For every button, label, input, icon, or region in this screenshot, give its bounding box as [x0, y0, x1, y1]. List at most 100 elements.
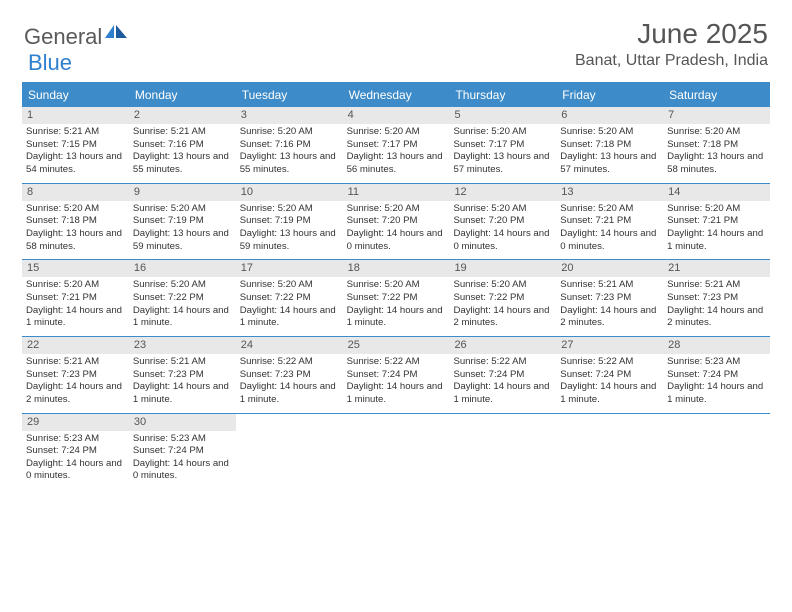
day-details: Sunrise: 5:23 AMSunset: 7:24 PMDaylight:…	[129, 431, 236, 490]
sunrise-text: Sunrise: 5:22 AM	[240, 356, 339, 369]
logo-part2: Blue	[28, 44, 72, 76]
day-number: 16	[129, 260, 236, 277]
day-number: 25	[343, 337, 450, 354]
daylight-text: Daylight: 14 hours and 2 minutes.	[667, 305, 766, 330]
calendar-cell: 19Sunrise: 5:20 AMSunset: 7:22 PMDayligh…	[449, 260, 556, 336]
day-number: 8	[22, 184, 129, 201]
day-header: Thursday	[449, 84, 556, 107]
sunset-text: Sunset: 7:20 PM	[347, 215, 446, 228]
day-details: Sunrise: 5:22 AMSunset: 7:24 PMDaylight:…	[343, 354, 450, 413]
daylight-text: Daylight: 14 hours and 1 minute.	[240, 305, 339, 330]
sunset-text: Sunset: 7:22 PM	[347, 292, 446, 305]
day-details: Sunrise: 5:20 AMSunset: 7:21 PMDaylight:…	[22, 277, 129, 336]
daylight-text: Daylight: 13 hours and 59 minutes.	[133, 228, 232, 253]
sunrise-text: Sunrise: 5:23 AM	[133, 433, 232, 446]
calendar-cell	[236, 414, 343, 490]
daylight-text: Daylight: 14 hours and 1 minute.	[240, 381, 339, 406]
calendar-week: 22Sunrise: 5:21 AMSunset: 7:23 PMDayligh…	[22, 337, 770, 414]
sunset-text: Sunset: 7:23 PM	[26, 369, 125, 382]
sunset-text: Sunset: 7:23 PM	[133, 369, 232, 382]
sunrise-text: Sunrise: 5:20 AM	[240, 203, 339, 216]
daylight-text: Daylight: 14 hours and 1 minute.	[347, 305, 446, 330]
calendar-cell: 14Sunrise: 5:20 AMSunset: 7:21 PMDayligh…	[663, 184, 770, 260]
sunrise-text: Sunrise: 5:20 AM	[26, 279, 125, 292]
daylight-text: Daylight: 14 hours and 2 minutes.	[26, 381, 125, 406]
day-number: 23	[129, 337, 236, 354]
sunrise-text: Sunrise: 5:20 AM	[347, 203, 446, 216]
sunset-text: Sunset: 7:24 PM	[133, 445, 232, 458]
daylight-text: Daylight: 14 hours and 1 minute.	[560, 381, 659, 406]
sunset-text: Sunset: 7:22 PM	[133, 292, 232, 305]
day-number: 1	[22, 107, 129, 124]
day-number	[236, 414, 343, 431]
calendar-cell: 16Sunrise: 5:20 AMSunset: 7:22 PMDayligh…	[129, 260, 236, 336]
day-number: 5	[449, 107, 556, 124]
calendar-cell: 29Sunrise: 5:23 AMSunset: 7:24 PMDayligh…	[22, 414, 129, 490]
day-header-row: SundayMondayTuesdayWednesdayThursdayFrid…	[22, 84, 770, 107]
day-details: Sunrise: 5:20 AMSunset: 7:22 PMDaylight:…	[449, 277, 556, 336]
day-header: Saturday	[663, 84, 770, 107]
day-details: Sunrise: 5:20 AMSunset: 7:21 PMDaylight:…	[663, 201, 770, 260]
sunset-text: Sunset: 7:18 PM	[667, 139, 766, 152]
day-number: 2	[129, 107, 236, 124]
daylight-text: Daylight: 13 hours and 55 minutes.	[133, 151, 232, 176]
day-number: 14	[663, 184, 770, 201]
sunset-text: Sunset: 7:17 PM	[347, 139, 446, 152]
day-header: Friday	[556, 84, 663, 107]
daylight-text: Daylight: 14 hours and 1 minute.	[133, 381, 232, 406]
day-details: Sunrise: 5:21 AMSunset: 7:23 PMDaylight:…	[663, 277, 770, 336]
day-number: 24	[236, 337, 343, 354]
day-number: 26	[449, 337, 556, 354]
sunset-text: Sunset: 7:19 PM	[133, 215, 232, 228]
sunset-text: Sunset: 7:21 PM	[26, 292, 125, 305]
day-header: Wednesday	[343, 84, 450, 107]
day-number: 18	[343, 260, 450, 277]
day-number: 19	[449, 260, 556, 277]
day-details: Sunrise: 5:20 AMSunset: 7:17 PMDaylight:…	[343, 124, 450, 183]
day-number	[343, 414, 450, 431]
sunrise-text: Sunrise: 5:20 AM	[133, 279, 232, 292]
daylight-text: Daylight: 14 hours and 0 minutes.	[26, 458, 125, 483]
sunset-text: Sunset: 7:24 PM	[453, 369, 552, 382]
calendar-cell: 3Sunrise: 5:20 AMSunset: 7:16 PMDaylight…	[236, 107, 343, 183]
sunrise-text: Sunrise: 5:20 AM	[560, 126, 659, 139]
page-header: General June 2025 Banat, Uttar Pradesh, …	[0, 0, 792, 76]
calendar-cell: 8Sunrise: 5:20 AMSunset: 7:18 PMDaylight…	[22, 184, 129, 260]
sunrise-text: Sunrise: 5:22 AM	[560, 356, 659, 369]
day-number: 15	[22, 260, 129, 277]
day-number: 6	[556, 107, 663, 124]
day-details: Sunrise: 5:21 AMSunset: 7:15 PMDaylight:…	[22, 124, 129, 183]
calendar-cell: 20Sunrise: 5:21 AMSunset: 7:23 PMDayligh…	[556, 260, 663, 336]
calendar-cell	[449, 414, 556, 490]
day-details: Sunrise: 5:21 AMSunset: 7:23 PMDaylight:…	[22, 354, 129, 413]
day-number: 12	[449, 184, 556, 201]
calendar-cell: 17Sunrise: 5:20 AMSunset: 7:22 PMDayligh…	[236, 260, 343, 336]
sunset-text: Sunset: 7:15 PM	[26, 139, 125, 152]
sunrise-text: Sunrise: 5:20 AM	[560, 203, 659, 216]
calendar-cell: 5Sunrise: 5:20 AMSunset: 7:17 PMDaylight…	[449, 107, 556, 183]
day-header: Monday	[129, 84, 236, 107]
daylight-text: Daylight: 14 hours and 2 minutes.	[560, 305, 659, 330]
day-details: Sunrise: 5:20 AMSunset: 7:20 PMDaylight:…	[449, 201, 556, 260]
day-number: 3	[236, 107, 343, 124]
daylight-text: Daylight: 13 hours and 56 minutes.	[347, 151, 446, 176]
calendar-cell: 11Sunrise: 5:20 AMSunset: 7:20 PMDayligh…	[343, 184, 450, 260]
daylight-text: Daylight: 14 hours and 1 minute.	[347, 381, 446, 406]
day-details: Sunrise: 5:20 AMSunset: 7:19 PMDaylight:…	[236, 201, 343, 260]
sunset-text: Sunset: 7:24 PM	[560, 369, 659, 382]
location-label: Banat, Uttar Pradesh, India	[575, 52, 768, 70]
daylight-text: Daylight: 14 hours and 0 minutes.	[453, 228, 552, 253]
day-number: 30	[129, 414, 236, 431]
daylight-text: Daylight: 14 hours and 2 minutes.	[453, 305, 552, 330]
day-number	[663, 414, 770, 431]
sunset-text: Sunset: 7:22 PM	[453, 292, 552, 305]
daylight-text: Daylight: 14 hours and 1 minute.	[453, 381, 552, 406]
sunrise-text: Sunrise: 5:20 AM	[133, 203, 232, 216]
day-details: Sunrise: 5:20 AMSunset: 7:17 PMDaylight:…	[449, 124, 556, 183]
calendar-cell: 9Sunrise: 5:20 AMSunset: 7:19 PMDaylight…	[129, 184, 236, 260]
daylight-text: Daylight: 14 hours and 1 minute.	[26, 305, 125, 330]
sunset-text: Sunset: 7:24 PM	[26, 445, 125, 458]
day-header: Tuesday	[236, 84, 343, 107]
day-number: 29	[22, 414, 129, 431]
daylight-text: Daylight: 13 hours and 58 minutes.	[667, 151, 766, 176]
